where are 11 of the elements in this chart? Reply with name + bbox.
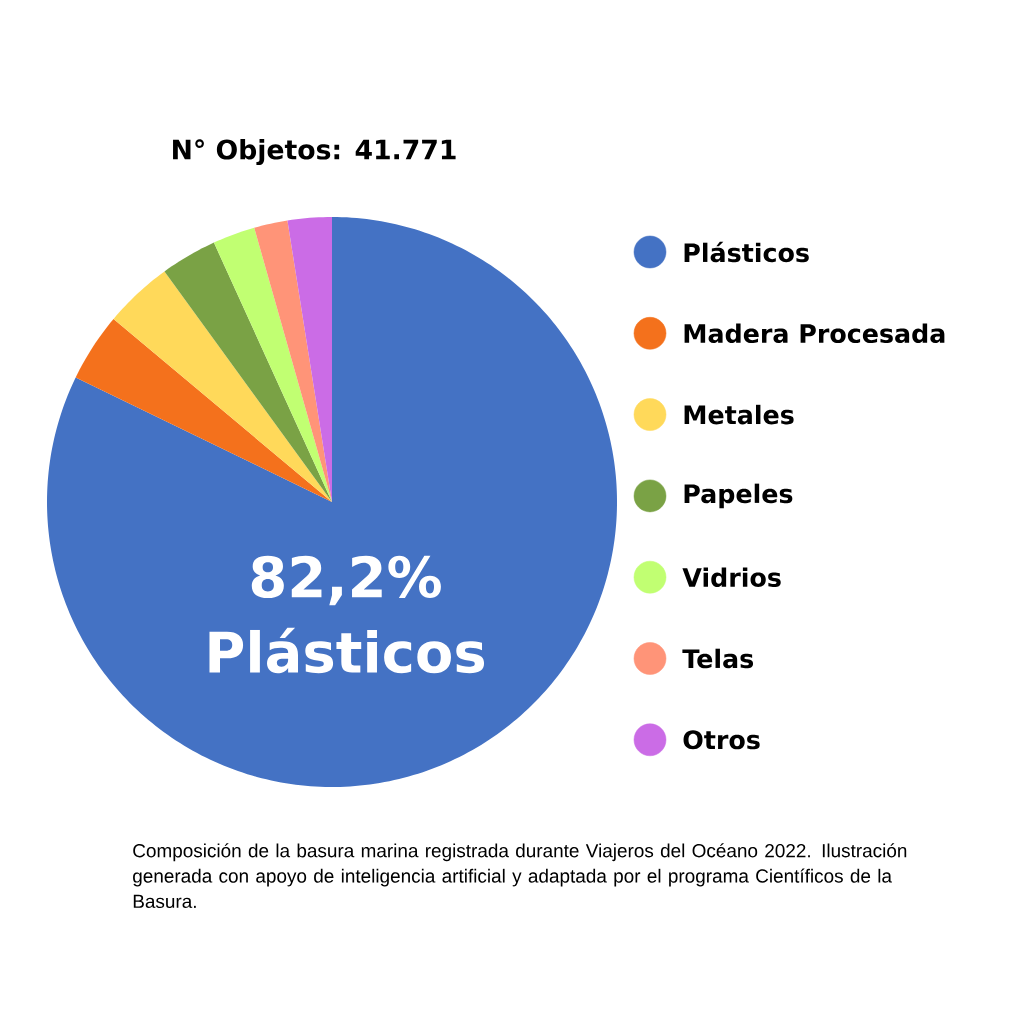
legend-label: Vidrios [682,567,781,587]
data-label: 82,2% [251,555,441,606]
legend-label: Metales [684,404,794,425]
legend-label: Otros [683,730,760,750]
legend-label: Telas [682,648,754,669]
text: Plásticos [209,627,485,674]
legend-label: Plásticos [684,241,809,263]
text: Composición de la basura marina registrada durante Viajeros del Océano 2022. Ilustración generada con apoyo de inteligencia artificial y adaptada por el programa Científicos de la Basura. [133,843,907,909]
legend-label: Papeles [684,483,793,509]
chart-title: N° Objetos: 41.771 [173,138,456,165]
legend-label: Madera Procesada [684,323,945,344]
